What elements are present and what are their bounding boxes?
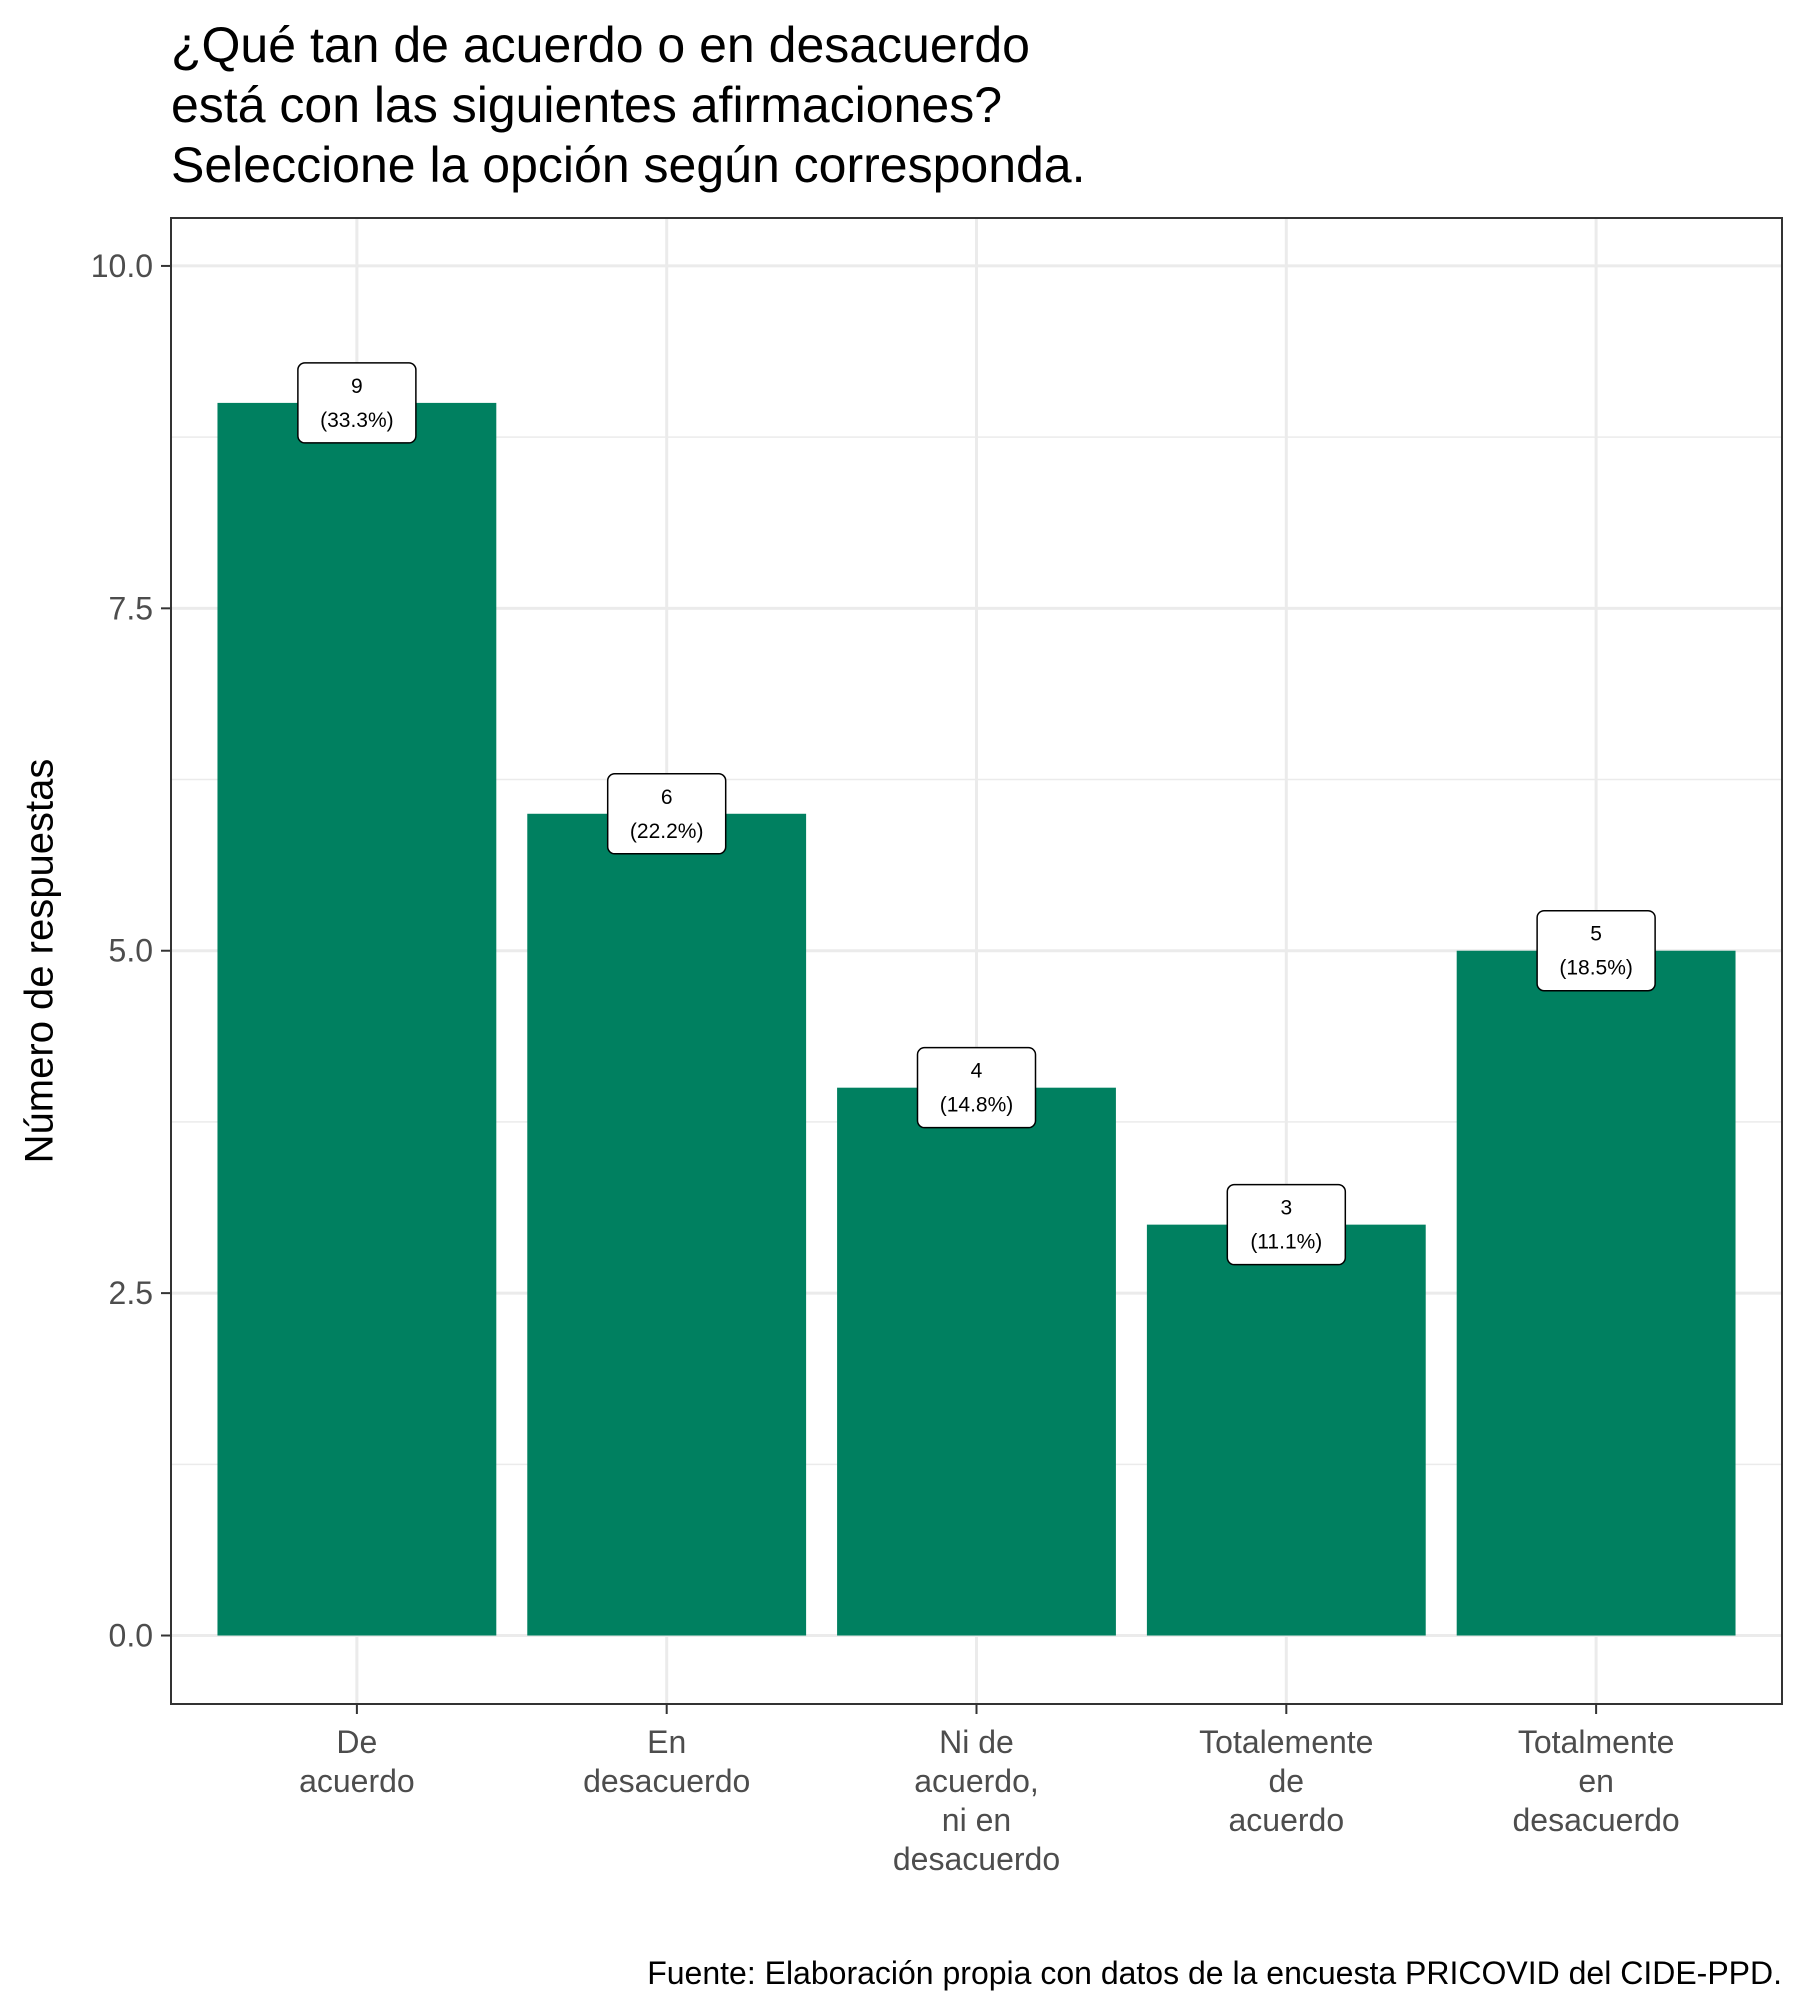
- data-label: 5 (18.5%): [1536, 909, 1656, 992]
- x-tick-label-line: acuerdo: [1228, 1802, 1344, 1838]
- bar: [837, 1087, 1116, 1636]
- data-label: 6 (22.2%): [606, 773, 727, 855]
- y-tick-label: 7.5: [109, 590, 153, 626]
- data-label-text: 6: [661, 786, 673, 809]
- data-label-text: (33.3%): [320, 409, 394, 432]
- x-tick-label-line: en: [1578, 1763, 1614, 1799]
- title-line: ¿Qué tan de acuerdo o en desacuerdo: [171, 17, 1030, 73]
- y-tick-label: 0.0: [109, 1618, 153, 1654]
- bar: [217, 402, 497, 1636]
- y-axis-title: Número de respuestas: [18, 759, 62, 1164]
- y-tick-label: 10.0: [91, 248, 153, 284]
- x-tick-label-line: de: [1269, 1763, 1305, 1799]
- y-axis: 0.0 2.5 5.0 7.5 10.0: [91, 248, 171, 1654]
- chart-title: ¿Qué tan de acuerdo o en desacuerdoestá …: [171, 17, 1086, 193]
- x-tick-label-line: desacuerdo: [1512, 1802, 1679, 1838]
- title-line: está con las siguientes afirmaciones?: [171, 77, 1002, 133]
- data-label-text: (14.8%): [940, 1094, 1014, 1117]
- x-tick-label-line: desacuerdo: [583, 1763, 750, 1799]
- data-label-box: [606, 773, 727, 855]
- x-tick-label-line: Totalemente: [1199, 1724, 1373, 1760]
- data-label-text: 9: [351, 375, 363, 398]
- y-tick-label: 5.0: [109, 933, 153, 969]
- x-tick-label-line: Totalmente: [1518, 1724, 1675, 1760]
- data-label: 9 (33.3%): [297, 362, 417, 444]
- title-line: Seleccione la opción según corresponda.: [171, 137, 1086, 193]
- data-label-text: 3: [1280, 1197, 1292, 1220]
- x-tick-label-line: acuerdo,: [914, 1763, 1039, 1799]
- data-label-text: 5: [1590, 923, 1602, 946]
- bar: [527, 813, 807, 1636]
- data-label: 4 (14.8%): [916, 1046, 1037, 1129]
- y-tick-label: 2.5: [109, 1275, 153, 1311]
- x-tick-label-line: De: [336, 1724, 377, 1760]
- data-label-box: [1226, 1183, 1347, 1266]
- data-label: 3 (11.1%): [1226, 1183, 1347, 1266]
- x-tick-label-line: ni en: [942, 1802, 1011, 1838]
- bar: [1146, 1224, 1426, 1636]
- data-label-text: (22.2%): [630, 820, 704, 843]
- caption: Fuente: Elaboración propia con datos de …: [647, 1955, 1782, 1991]
- data-label-box: [1536, 909, 1656, 992]
- data-labels: 9 (33.3%) 6 (22.2%) 4 (14.8%) 3 (11.1%) 5 (18.5%): [297, 362, 1656, 1266]
- data-label-text: 4: [971, 1060, 983, 1083]
- x-tick-label-line: acuerdo: [299, 1763, 415, 1799]
- x-tick-label-line: En: [647, 1724, 686, 1760]
- bar: [1456, 950, 1736, 1636]
- bars: [217, 402, 1736, 1636]
- data-label-text: (18.5%): [1559, 957, 1633, 980]
- data-label-box: [916, 1046, 1037, 1129]
- x-tick-label-line: Ni de: [939, 1724, 1014, 1760]
- data-label-text: (11.1%): [1250, 1231, 1322, 1254]
- data-label-box: [297, 362, 417, 444]
- x-tick-label-line: desacuerdo: [893, 1841, 1060, 1877]
